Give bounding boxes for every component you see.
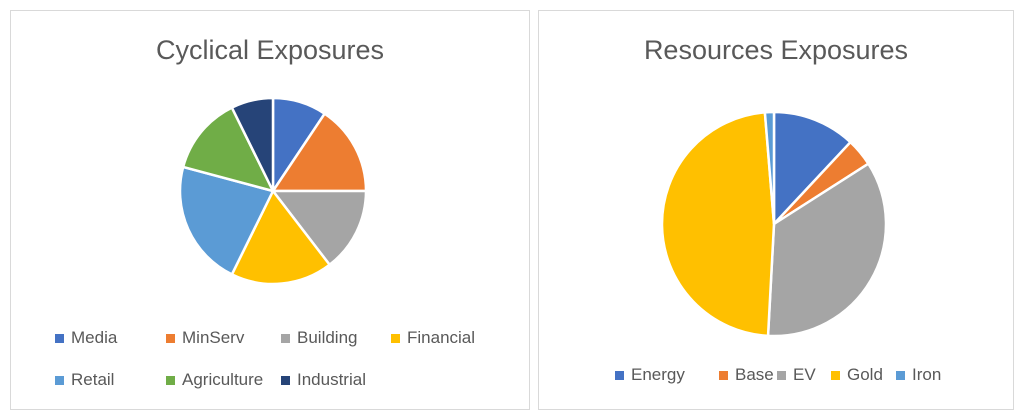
pie-slice-minserv	[270, 111, 368, 193]
legend-swatch	[55, 333, 64, 343]
legend-label: Media	[71, 328, 118, 347]
pie-slice-gold	[660, 111, 776, 338]
resources-chart-title: Resources Exposures	[643, 35, 909, 65]
pie-slice-iron	[763, 110, 776, 225]
legend-swatch	[166, 375, 175, 385]
legend-swatch	[777, 370, 786, 380]
pie-slice-industrial	[230, 96, 275, 192]
legend-item-retail: Retail	[55, 370, 114, 390]
legend-label: Agriculture	[182, 370, 264, 389]
legend-label: Base	[735, 365, 774, 384]
legend-swatch	[896, 370, 905, 380]
legend-swatch	[615, 370, 624, 380]
legend-label: MinServ	[182, 328, 245, 347]
legend-label: Iron	[912, 365, 942, 384]
legend-label: Gold	[847, 365, 883, 384]
legend-swatch	[281, 375, 290, 385]
resources-chart-panel: Resources Exposures Energy Base EV Gold Iron	[538, 10, 1014, 410]
cyclical-chart-title: Cyclical Exposures	[155, 35, 385, 65]
legend-item-iron: Iron	[896, 365, 941, 385]
legend-swatch	[166, 333, 175, 343]
legend-item-base: Base	[719, 365, 774, 385]
legend-swatch	[831, 370, 840, 380]
legend-label: Financial	[407, 328, 476, 347]
pie-slice-financial	[230, 188, 332, 286]
pie-slice-retail	[178, 165, 275, 277]
legend-label: Retail	[71, 370, 115, 389]
resources-pie-chart	[660, 110, 888, 338]
legend-label: EV	[793, 365, 816, 384]
legend-item-industrial: Industrial	[281, 370, 366, 390]
pie-slice-building	[270, 189, 368, 267]
legend-swatch	[281, 333, 290, 343]
legend-label: Industrial	[297, 370, 366, 389]
legend-item-minserv: MinServ	[166, 328, 244, 348]
pie-slice-agriculture	[181, 105, 276, 193]
cyclical-pie-chart	[178, 96, 368, 286]
pie-slice-energy	[772, 110, 853, 228]
legend-item-financial: Financial	[391, 328, 475, 348]
legend-item-building: Building	[281, 328, 358, 348]
legend-label: Energy	[631, 365, 685, 384]
pie-slice-ev	[766, 161, 888, 338]
legend-item-energy: Energy	[615, 365, 685, 385]
legend-item-ev: EV	[777, 365, 816, 385]
legend-swatch	[719, 370, 728, 380]
legend-item-media: Media	[55, 328, 117, 348]
legend-swatch	[391, 333, 400, 343]
cyclical-chart-panel: Cyclical Exposures Media MinServ Building F…	[10, 10, 530, 410]
legend-swatch	[55, 375, 64, 385]
legend-item-agriculture: Agriculture	[166, 370, 263, 390]
legend-item-gold: Gold	[831, 365, 883, 385]
legend-label: Building	[297, 328, 358, 347]
